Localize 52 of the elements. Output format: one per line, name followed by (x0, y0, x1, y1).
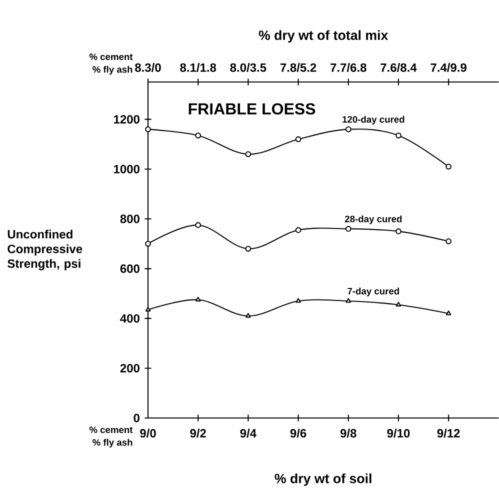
text: 7.6/8.4 (380, 63, 417, 72)
x2-axis-title: % dry wt of total mix (258, 30, 388, 43)
point (195, 222, 202, 228)
point (245, 151, 252, 158)
point (296, 298, 301, 303)
y-tick-label: 400 (120, 314, 140, 323)
point (396, 302, 402, 306)
y-tick-label: 1000 (114, 164, 140, 174)
y-axis-title: Unconfined Compressive Strength, psi (8, 230, 82, 270)
y-tick-label: 0 (134, 414, 140, 422)
x-tick-label: 9/0 (140, 428, 156, 438)
y-tick-label: 800 (120, 214, 140, 224)
text: 7.7/6.8 (330, 63, 366, 72)
text: 8.3/0 (135, 63, 161, 72)
point (446, 238, 452, 244)
text: % cement (89, 426, 133, 434)
x-tick-label: 9/2 (190, 428, 206, 438)
point (246, 313, 251, 318)
text: % fly ash (92, 438, 132, 448)
point (346, 298, 351, 303)
point (195, 132, 202, 138)
x-tick-label: 9/8 (340, 428, 356, 438)
point (446, 164, 452, 170)
text: % fly ash (92, 66, 132, 75)
text: 8.0/3.5 (230, 63, 266, 72)
series-label: 120-day cured (342, 116, 404, 125)
point (446, 310, 452, 316)
x-tick-label: 9/10 (387, 428, 410, 438)
point (295, 227, 302, 234)
point (295, 136, 302, 142)
text: 7.4/9.9 (430, 63, 466, 72)
y-tick-label: 600 (120, 264, 140, 273)
text: 8.1/1.8 (180, 63, 216, 72)
text: FRIABLE LOESS (188, 103, 316, 115)
y-tick-label: 1200 (114, 115, 140, 124)
text: 7.8/5.2 (280, 63, 316, 72)
point (396, 132, 402, 138)
y-tick-label: 200 (120, 364, 140, 372)
x-axis-title: % dry wt of soil (274, 473, 372, 486)
x-tick-label: 9/12 (437, 428, 460, 438)
point (145, 240, 151, 247)
x-tick-label: 9/4 (240, 428, 256, 438)
point (145, 126, 151, 132)
series-label: 28-day cured (344, 215, 402, 224)
point (345, 226, 352, 232)
point (195, 296, 201, 302)
point (396, 228, 402, 234)
series-label: 7-day cured (348, 288, 399, 296)
point (345, 126, 352, 132)
x-tick-label: 9/6 (290, 428, 306, 438)
point (245, 246, 252, 252)
text: % cement (89, 54, 133, 60)
